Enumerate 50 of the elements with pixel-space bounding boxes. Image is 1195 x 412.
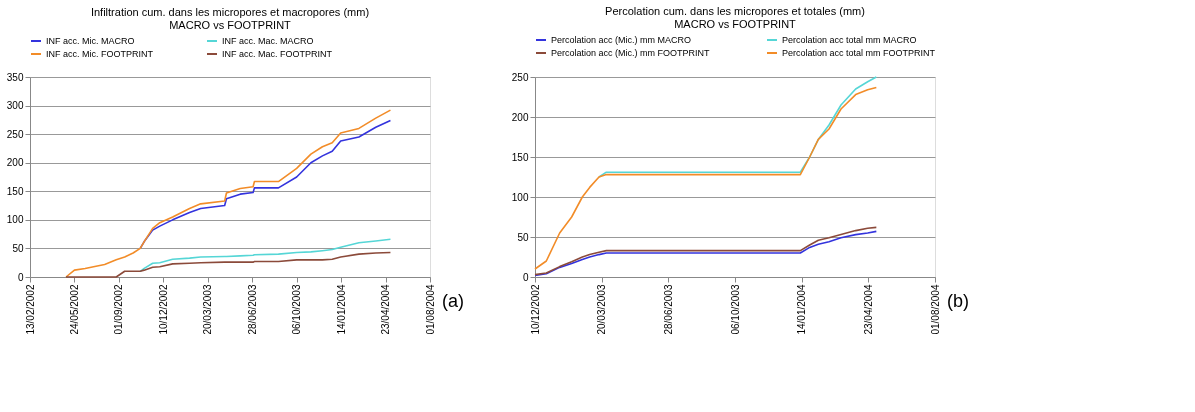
- legend-label: INF acc. Mac. FOOTPRINT: [222, 49, 333, 59]
- legend-label: INF acc. Mac. MACRO: [222, 36, 314, 46]
- legend-label: Percolation acc (Mic.) mm MACRO: [551, 35, 692, 45]
- line-series: [65, 251, 392, 278]
- text: (b): [947, 291, 969, 311]
- x-tick-label: 01/08/2004: [929, 284, 941, 335]
- chart-subtitle: MACRO vs FOOTPRINT: [674, 18, 797, 30]
- y-tick-label: 250: [511, 71, 529, 83]
- chart-title: Infiltration cum. dans les micropores et macropores (mm): [90, 6, 370, 18]
- y-tick-label: 250: [6, 128, 24, 140]
- chart-title: Percolation cum. dans les micropores et totales (mm): [605, 5, 865, 17]
- legend-label: INF acc. Mic. MACRO: [46, 36, 135, 46]
- y-tick-label: 50: [12, 242, 24, 254]
- y-tick-label: 200: [511, 111, 529, 123]
- text: (a): [442, 291, 464, 311]
- x-tick-label: 10/12/2002: [157, 284, 169, 335]
- x-tick-label: 13/02/2002: [24, 284, 36, 335]
- x-tick-label: 01/08/2004: [424, 284, 436, 335]
- legend-label: Percolation acc total mm MACRO: [782, 35, 917, 45]
- y-tick-label: 150: [511, 151, 529, 163]
- x-tick-label: 23/04/2004: [380, 284, 392, 335]
- y-tick-label: 0: [17, 271, 24, 283]
- x-tick-label: 14/01/2004: [335, 284, 347, 335]
- x-tick-label: 28/06/2003: [246, 284, 258, 335]
- x-tick-label: 20/03/2003: [596, 284, 608, 335]
- line-series: [139, 238, 392, 273]
- x-tick-label: 06/10/2003: [291, 284, 303, 335]
- legend-label: Percolation acc (Mic.) mm FOOTPRINT: [551, 48, 711, 58]
- x-tick-label: 24/05/2002: [68, 284, 80, 335]
- chart-subtitle: MACRO vs FOOTPRINT: [169, 19, 292, 31]
- y-tick-label: 0: [522, 271, 529, 283]
- y-tick-label: 150: [6, 185, 24, 197]
- line-series: [65, 109, 392, 278]
- line-series: [534, 86, 878, 270]
- legend-label: INF acc. Mic. FOOTPRINT: [46, 49, 154, 59]
- y-tick-label: 100: [6, 214, 24, 226]
- x-tick-label: 14/01/2004: [796, 284, 808, 335]
- y-tick-label: 300: [6, 100, 24, 112]
- x-tick-label: 23/04/2004: [862, 284, 874, 335]
- x-tick-label: 20/03/2003: [202, 284, 214, 335]
- y-tick-label: 350: [6, 71, 24, 83]
- y-tick-label: 200: [6, 157, 24, 169]
- legend-label: Percolation acc total mm FOOTPRINT: [782, 48, 936, 58]
- line-series: [598, 76, 878, 178]
- x-tick-label: 06/10/2003: [729, 284, 741, 335]
- x-tick-label: 10/12/2002: [529, 284, 541, 335]
- y-tick-label: 100: [511, 191, 529, 203]
- x-tick-label: 01/09/2002: [113, 284, 125, 335]
- y-tick-label: 50: [517, 231, 529, 243]
- x-tick-label: 28/06/2003: [662, 284, 674, 335]
